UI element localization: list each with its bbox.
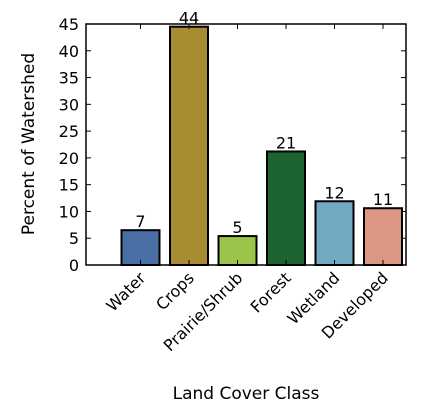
data-label: 12 <box>324 183 344 202</box>
x-tick-label: Crops <box>152 268 198 314</box>
y-tick-label: 35 <box>59 69 79 88</box>
bar-crops <box>169 25 209 266</box>
y-tick-label: 15 <box>59 176 79 195</box>
y-tick-label: 45 <box>59 15 79 34</box>
bar-water <box>120 229 161 266</box>
data-label: 5 <box>232 218 242 237</box>
data-label: 21 <box>276 133 296 152</box>
y-tick-label: 5 <box>69 229 79 248</box>
plot-frame <box>85 23 407 266</box>
bar-wetland <box>314 200 355 266</box>
y-tick-label: 30 <box>59 95 79 114</box>
y-tick-label: 0 <box>69 256 79 275</box>
y-tick-label: 25 <box>59 122 79 141</box>
data-label: 11 <box>373 190 393 209</box>
x-axis-label: Land Cover Class <box>173 384 320 403</box>
x-tick-label: Water <box>102 268 149 315</box>
bar-forest <box>266 150 306 266</box>
y-tick-label: 20 <box>59 149 79 168</box>
y-axis-label: Percent of Watershed <box>19 53 39 235</box>
data-label: 44 <box>179 9 199 28</box>
y-tick-label: 40 <box>59 42 79 61</box>
data-label: 7 <box>135 212 145 231</box>
bar-developed <box>363 207 403 266</box>
y-tick-label: 10 <box>59 202 79 221</box>
